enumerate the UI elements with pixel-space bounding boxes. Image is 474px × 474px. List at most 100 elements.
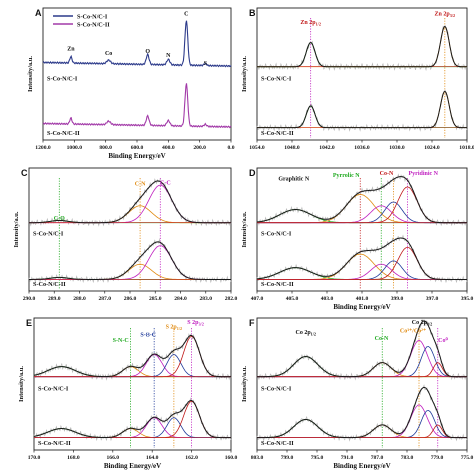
fit-envelope: [256, 237, 467, 280]
x-tick-label: 397.0: [426, 296, 439, 302]
peak-annotation: S 2p3/2: [187, 320, 204, 327]
x-tick-label: 170.0: [28, 455, 41, 461]
x-tick-label: 290.0: [23, 296, 36, 302]
fit-envelope: [256, 176, 467, 224]
fit-envelope: [257, 25, 467, 68]
x-tick-label: 284.0: [174, 296, 187, 302]
annotation-text: Zn 2p: [300, 20, 316, 26]
x-tick-label: 162.0: [185, 455, 198, 461]
plot-frame: [28, 167, 232, 292]
fit-envelope: [257, 320, 467, 378]
x-tick-label: 1018.0: [459, 145, 474, 151]
peak-annotation: Co⁰: [438, 337, 448, 344]
series-label: S-Co-N/C-I: [38, 386, 69, 393]
annotation-text: S 2p: [166, 325, 178, 331]
peak-annotation: Zn 2p1/2: [300, 20, 321, 27]
peak-annotation: C-O: [54, 216, 65, 222]
annotation-text: C-O: [54, 216, 65, 222]
y-axis-label: Intensity/a.u.: [241, 366, 248, 402]
x-tick-label: 395.0: [461, 296, 474, 302]
peak-annotation: Pyridinic N: [409, 171, 439, 177]
panel-F: F 803.0 799.0 795.0 791.0 787.0 783.0 779.0 775.…: [241, 317, 474, 470]
peak-annotation: Graphitic N: [278, 177, 309, 183]
series-label: S-Co-N/C-II: [261, 130, 294, 137]
annotation-text: N: [166, 53, 171, 59]
fit-envelope: [29, 180, 231, 224]
x-tick-label: 600.0: [131, 145, 144, 151]
x-tick-label: 1042.0: [319, 145, 335, 151]
panel-A: A 1200.0 1000.0 800.0 600.0 400.0 200.0 0.0 Bind…: [27, 7, 235, 160]
annotation-text: Co: [105, 51, 112, 57]
raw-spectrum: [256, 24, 468, 72]
x-tick-label: 1000.0: [67, 145, 83, 151]
x-tick-label: 800.0: [99, 145, 112, 151]
x-tick-label: 403.0: [321, 296, 334, 302]
fit-envelope: [257, 386, 467, 439]
peak-annotation: C: [184, 11, 188, 17]
series-label: S-Co-N/C-I: [261, 76, 292, 83]
peak-annotation: S-Ȣ-C: [140, 333, 156, 339]
plot-frame: [256, 7, 468, 141]
y-axis-label: Intensity/a.u.: [241, 211, 248, 247]
x-tick-label: 286.0: [124, 296, 137, 302]
x-tick-label: 779.0: [431, 455, 444, 461]
peak-annotation: N: [166, 53, 171, 59]
annotation-text: Graphitic N: [278, 177, 309, 183]
annotation-text: Co 2p: [295, 330, 311, 336]
plot-frame: [33, 317, 232, 451]
peak-annotation: Co³⁺/Co²⁺: [400, 328, 426, 335]
raw-spectrum: [28, 178, 232, 227]
panel-letter: F: [249, 318, 255, 328]
series-label: S-Co-N/C-II: [33, 281, 66, 288]
peak-annotation: Zn: [67, 46, 75, 52]
annotation-text: S: [204, 61, 208, 67]
x-tick-label: 1200.0: [35, 145, 51, 151]
x-tick-label: 787.0: [371, 455, 384, 461]
annotation-subscript: 1/2: [316, 21, 321, 26]
series-label: S-Co-N/C-I: [33, 231, 64, 238]
spectrum-s-co-n-c-ii: [42, 83, 232, 129]
peak-annotation: S 2p1/2: [166, 325, 183, 332]
panel-letter: D: [249, 168, 256, 178]
x-tick-label: 289.0: [48, 296, 61, 302]
y-axis-label: Intensity/a.u.: [27, 56, 34, 92]
spectrum-s-co-n-c-i: [42, 20, 232, 68]
annotation-text: Co 2p: [412, 320, 428, 326]
series-label: S-Co-N/C-I: [261, 386, 292, 393]
x-tick-label: 407.0: [251, 296, 264, 302]
x-tick-label: 795.0: [311, 455, 324, 461]
series-label: S-Co-N/C-I: [47, 76, 78, 83]
x-tick-label: 799.0: [281, 455, 294, 461]
annotation-text: Co-N: [380, 171, 394, 177]
x-axis-label: Binding Energy/eV: [104, 462, 161, 470]
legend-entry: S-Co-N/C-I: [77, 14, 108, 21]
annotation-text: Zn: [67, 46, 75, 52]
x-tick-label: 1030.0: [389, 145, 405, 151]
annotation-text: C: [184, 11, 188, 17]
x-tick-label: 775.0: [461, 455, 474, 461]
annotation-subscript: 1/2: [311, 331, 316, 336]
annotation-text: C-N: [135, 182, 146, 188]
x-tick-label: 401.0: [356, 296, 369, 302]
annotation-subscript: 1/2: [177, 326, 182, 331]
plot-frame: [256, 167, 468, 292]
peak-annotation: Co: [105, 51, 112, 57]
panel-letter: A: [35, 8, 42, 18]
fit-envelope: [33, 400, 231, 439]
panel-letter: E: [26, 318, 32, 328]
annotation-text: O: [145, 49, 150, 55]
annotation-text: S 2p: [187, 320, 199, 326]
series-label: S-Co-N/C-II: [261, 281, 294, 288]
x-tick-label: 1036.0: [354, 145, 370, 151]
x-tick-label: 283.0: [199, 296, 212, 302]
panel-D: D 407.0 405.0 403.0 401.0 399.0 397.0 395.0 Bind…: [241, 167, 474, 311]
x-tick-label: 783.0: [401, 455, 414, 461]
panel-C: C 290.0 289.0 288.0 287.0 286.0 285.0 284.0 283.…: [13, 167, 237, 302]
annotation-subscript: 3/2: [427, 322, 432, 327]
x-axis-label: Binding Energy/eV: [333, 462, 390, 470]
x-tick-label: 0.0: [228, 145, 235, 151]
x-tick-label: 168.0: [67, 455, 80, 461]
panel-B: B 1054.0 1048.0 1042.0 1036.0 1030.0 1024.0 101…: [241, 7, 474, 151]
